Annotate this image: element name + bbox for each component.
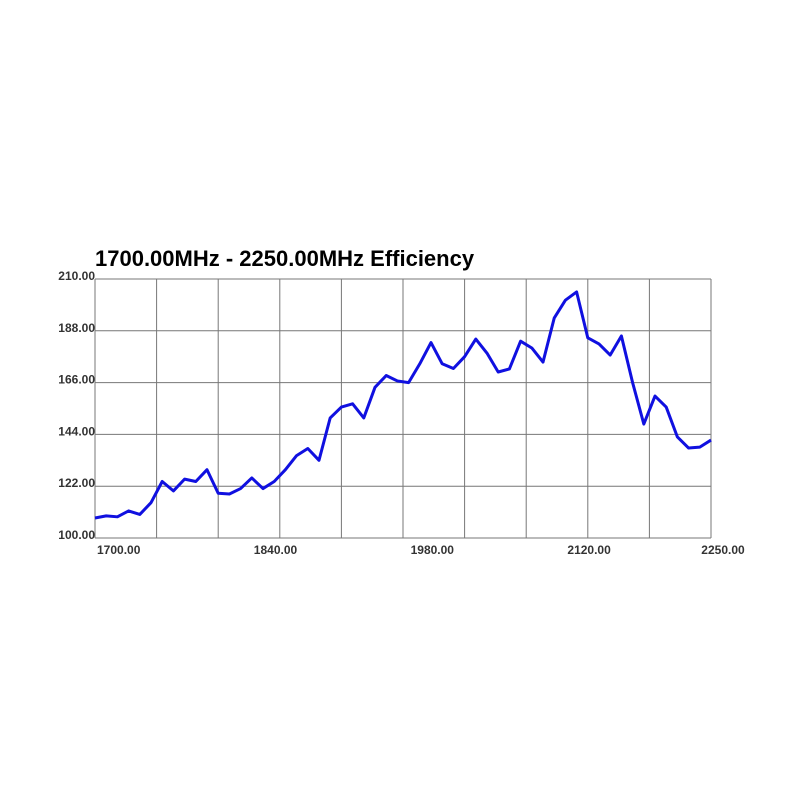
y-tick-label: 166.00 xyxy=(58,373,95,387)
x-tick-label: 1840.00 xyxy=(254,543,298,557)
y-tick-label: 144.00 xyxy=(58,424,95,438)
x-tick-label: 2120.00 xyxy=(567,543,611,557)
x-tick-label: 1980.00 xyxy=(411,543,455,557)
data-line xyxy=(94,290,712,520)
y-tick-label: 188.00 xyxy=(58,321,95,335)
y-tick-label: 210.00 xyxy=(58,269,95,283)
x-tick-label: 2250.00 xyxy=(701,543,745,557)
y-tick-label: 122.00 xyxy=(58,476,95,490)
y-tick-label: 100.00 xyxy=(58,528,95,542)
x-tick-label: 1700.00 xyxy=(97,543,141,557)
chart-title: 1700.00MHz - 2250.00MHz Efficiency xyxy=(95,246,475,271)
